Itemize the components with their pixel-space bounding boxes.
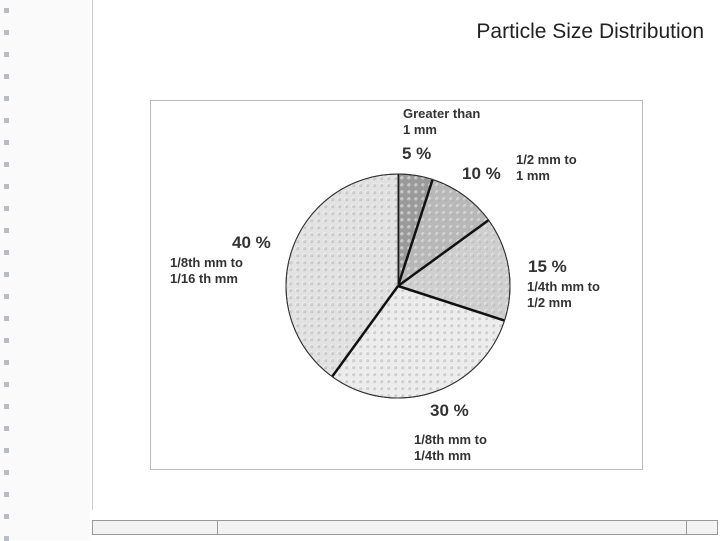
strip-square <box>4 294 9 299</box>
slice-texture <box>398 220 510 321</box>
strip-square <box>4 360 9 365</box>
strip-square <box>4 316 9 321</box>
strip-square <box>4 250 9 255</box>
category-label: 1/8th mm to 1/16 th mm <box>170 255 243 286</box>
strip-square <box>4 206 9 211</box>
strip-square <box>4 382 9 387</box>
strip-square <box>4 492 9 497</box>
strip-square <box>4 338 9 343</box>
side-strip <box>0 0 90 541</box>
value-label: 40 % <box>232 233 271 252</box>
bar-segment <box>93 521 218 534</box>
slice-edge <box>397 284 505 322</box>
strip-square <box>4 74 9 79</box>
strip-square <box>4 52 9 57</box>
strip-square <box>4 8 9 13</box>
value-label: 15 % <box>528 257 567 276</box>
strip-square <box>4 448 9 453</box>
strip-square <box>4 272 9 277</box>
slice-edge <box>397 219 490 288</box>
strip-square <box>4 228 9 233</box>
value-label: 10 % <box>462 164 501 183</box>
strip-square <box>4 536 9 541</box>
bottom-bar <box>92 520 718 535</box>
category-label: 1/4th mm to 1/2 mm <box>527 279 600 310</box>
bar-segment <box>218 521 687 534</box>
strip-square <box>4 514 9 519</box>
category-label: 1/8th mm to 1/4th mm <box>414 432 487 463</box>
strip-square <box>4 96 9 101</box>
strip-square <box>4 184 9 189</box>
category-label: 1/2 mm to 1 mm <box>516 152 577 183</box>
strip-square <box>4 426 9 431</box>
strip-square <box>4 470 9 475</box>
value-label: 30 % <box>430 401 469 420</box>
slide-title: Particle Size Distribution <box>476 20 704 43</box>
pie-outline <box>285 173 511 399</box>
strip-square <box>4 162 9 167</box>
slice-edge <box>331 285 400 378</box>
strip-square <box>4 404 9 409</box>
slice-texture <box>332 286 505 398</box>
strip-square <box>4 140 9 145</box>
value-label: 5 % <box>402 144 432 163</box>
slide-frame <box>92 0 719 510</box>
slice-texture <box>398 179 489 286</box>
chart-box <box>150 100 643 470</box>
strip-square <box>4 118 9 123</box>
category-label: Greater than 1 mm <box>403 106 481 137</box>
slice-texture <box>286 174 398 377</box>
strip-square <box>4 30 9 35</box>
slice-edge <box>396 179 434 287</box>
